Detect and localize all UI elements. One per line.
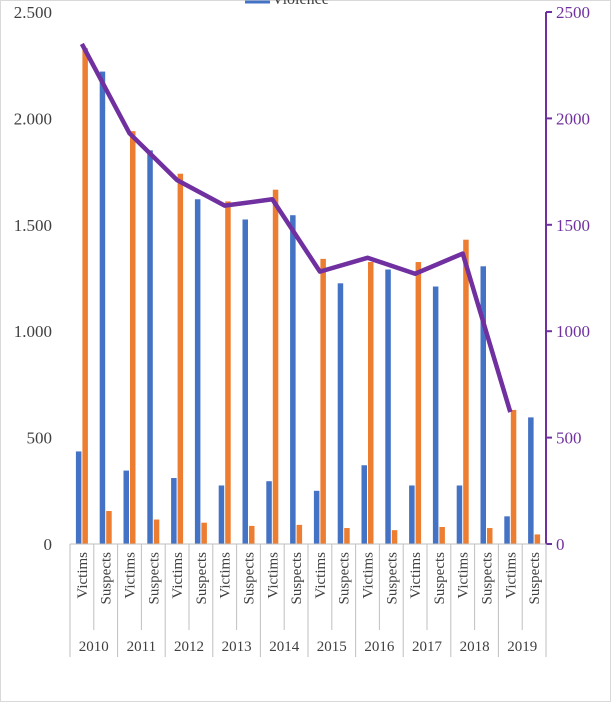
bar-blue [313, 490, 320, 544]
bar-orange [320, 258, 326, 544]
year-label: 2012 [174, 639, 204, 655]
bar-orange [106, 511, 112, 544]
category-label: Suspects [432, 552, 448, 605]
bar-orange [201, 522, 207, 544]
right-axis-tick-label: 1500 [556, 216, 590, 235]
year-label: 2011 [127, 639, 156, 655]
bar-orange [415, 262, 422, 544]
year-label: 2010 [79, 639, 109, 655]
category-label: Victims [408, 552, 424, 599]
category-label: Suspects [242, 552, 258, 605]
left-axis-tick-label: 500 [27, 429, 53, 448]
bar-blue [480, 266, 486, 544]
left-axis-tick-label: 1.500 [14, 216, 52, 235]
category-label: Victims [123, 552, 139, 599]
bar-orange [130, 131, 136, 544]
category-label: Suspects [480, 552, 496, 605]
bar-orange [534, 534, 541, 544]
bar-blue [528, 417, 534, 544]
bar-series [75, 48, 541, 545]
legend: Violence [245, 0, 329, 8]
bar-orange [391, 530, 398, 544]
category-label: Suspects [99, 552, 115, 605]
bar-orange [463, 239, 469, 545]
right-axis-tick-label: 500 [556, 429, 582, 448]
category-label: Suspects [194, 552, 210, 605]
left-axis-tick-label: 2.000 [14, 109, 52, 128]
category-label: Victims [361, 552, 377, 599]
bar-orange [153, 519, 160, 544]
right-axis-tick-label: 0 [556, 535, 565, 554]
bar-blue [99, 71, 106, 545]
bar-orange [225, 201, 231, 544]
left-axis: 0 500 1.000 1.500 2.000 2.500 [14, 3, 52, 554]
bar-orange [272, 189, 279, 545]
bar-blue [385, 269, 391, 544]
year-label: 2013 [222, 639, 252, 655]
bar-blue [290, 215, 296, 544]
year-label: 2018 [460, 639, 490, 655]
year-label: 2017 [412, 639, 443, 655]
category-label: Victims [75, 552, 91, 599]
category-label: Victims [313, 552, 329, 599]
bar-orange [249, 525, 255, 544]
bar-orange [510, 409, 517, 544]
category-label: Suspects [146, 552, 162, 605]
category-label: Victims [218, 552, 234, 599]
bar-blue [266, 481, 272, 544]
bar-blue [218, 485, 225, 544]
bar-orange [177, 173, 184, 544]
bar-blue [504, 516, 510, 544]
category-label: Victims [503, 552, 519, 599]
category-label: Victims [456, 552, 472, 599]
line-series [79, 42, 513, 413]
bar-blue [337, 283, 344, 544]
x-axis: Victims Suspects Victims Suspects Victims Sus… [69, 543, 547, 657]
bar-orange [487, 528, 493, 544]
right-axis-tick-label: 2500 [556, 3, 590, 22]
legend-label-violence: Violence [272, 0, 329, 8]
left-axis-tick-label: 2.500 [14, 3, 52, 22]
category-label: Victims [170, 552, 186, 599]
bar-blue [409, 485, 415, 544]
bar-orange [82, 48, 88, 545]
left-axis-tick-label: 0 [44, 535, 53, 554]
year-label: 2019 [507, 639, 537, 655]
bar-blue [242, 219, 248, 545]
year-label: 2016 [364, 639, 395, 655]
left-axis-tick-label: 1.000 [14, 322, 52, 341]
bar-blue [75, 451, 82, 544]
bar-orange [296, 524, 303, 544]
bar-blue [194, 199, 201, 544]
right-axis: 0 500 1000 1500 2000 2500 [545, 3, 590, 554]
bar-blue [171, 478, 177, 544]
bar-orange [344, 528, 350, 544]
year-label: 2014 [269, 639, 300, 655]
bar-orange [368, 262, 374, 544]
right-axis-tick-label: 1000 [556, 322, 590, 341]
category-label: Suspects [337, 552, 353, 605]
category-label: Suspects [289, 552, 305, 605]
bar-orange [439, 526, 445, 544]
bar-blue [123, 470, 129, 544]
category-label: Suspects [527, 552, 543, 605]
right-axis-tick-label: 2000 [556, 109, 590, 128]
category-label: Suspects [384, 552, 400, 605]
bar-blue [432, 286, 439, 544]
category-label: Victims [265, 552, 281, 599]
bar-blue [147, 150, 153, 544]
line-path [79, 42, 513, 413]
year-label: 2015 [317, 639, 347, 655]
bar-blue [456, 485, 463, 544]
bar-blue [361, 465, 367, 544]
